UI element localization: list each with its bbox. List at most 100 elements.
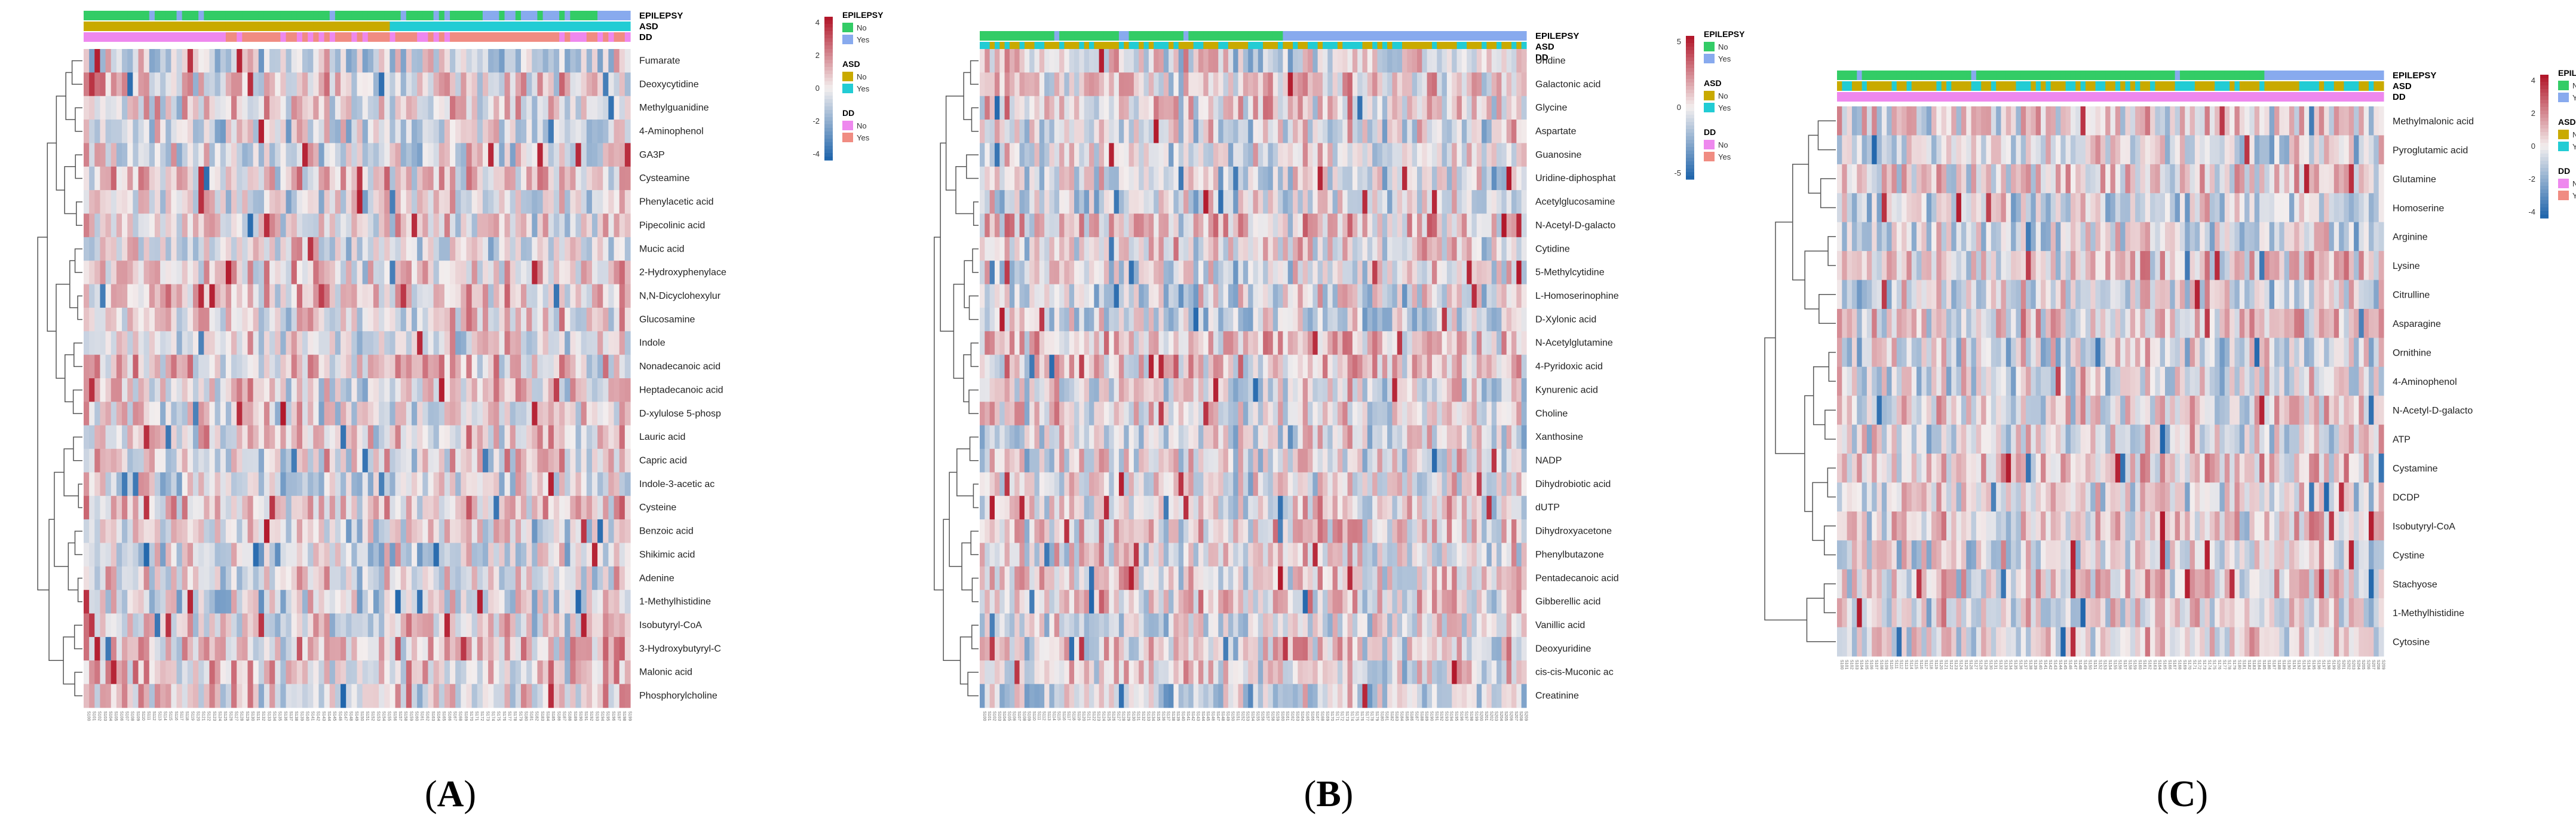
heatmap-cell [351, 331, 358, 356]
heatmap-cell [515, 49, 522, 73]
heatmap-cell [1103, 307, 1109, 332]
heatmap-cell [461, 449, 467, 473]
heatmap-cell [1471, 72, 1477, 97]
heatmap-cell [466, 472, 473, 497]
heatmap-cell [242, 613, 249, 638]
heatmap-cell [548, 96, 554, 120]
heatmap-cell [624, 166, 631, 191]
heatmap-cell [553, 49, 560, 73]
heatmap-cell [1407, 284, 1413, 308]
colorbar-step [824, 53, 833, 57]
heatmap-cell [1417, 261, 1422, 285]
heatmap-cell [1392, 49, 1398, 73]
annotation-cell [1009, 31, 1015, 41]
heatmap-cell [1337, 213, 1343, 238]
heatmap-cell [1213, 190, 1219, 215]
heatmap-cell [422, 660, 429, 685]
heatmap-cell [384, 284, 390, 308]
heatmap-cell [154, 684, 161, 708]
heatmap-cell [1511, 284, 1517, 308]
annotation-cell [548, 22, 554, 31]
heatmap-cell [537, 284, 544, 308]
heatmap-cell [444, 284, 450, 308]
heatmap-cell [1412, 143, 1418, 167]
heatmap-cell [521, 543, 527, 567]
column-label: S121 [201, 711, 206, 721]
heatmap-cell [603, 213, 609, 238]
heatmap-cell [247, 166, 254, 191]
colorbar-step [824, 49, 833, 53]
heatmap-cell [379, 261, 385, 285]
annotation-cell [614, 32, 620, 42]
annotation-cell [1103, 31, 1109, 41]
heatmap-cell [1377, 96, 1383, 120]
heatmap-cell [1173, 261, 1179, 285]
heatmap-cell [362, 284, 369, 308]
heatmap-cell [1476, 72, 1482, 97]
heatmap-cell [247, 613, 254, 638]
heatmap-cell [308, 354, 314, 379]
annotation-cell [1128, 31, 1134, 41]
heatmap-cell [1446, 49, 1452, 73]
heatmap-cell [1019, 237, 1025, 261]
heatmap-cell [324, 543, 330, 567]
heatmap-cell [176, 143, 183, 167]
heatmap-cell [1422, 213, 1428, 238]
heatmap-cell [1103, 72, 1109, 97]
heatmap-cell [253, 261, 259, 285]
heatmap-cell [1009, 307, 1015, 332]
heatmap-cell [1069, 143, 1075, 167]
heatmap-cell [581, 402, 587, 426]
heatmap-cell [597, 495, 603, 520]
heatmap-cell [482, 402, 489, 426]
heatmap-cell [526, 684, 532, 708]
heatmap-cell [412, 354, 418, 379]
heatmap-cell [182, 402, 188, 426]
heatmap-cell [482, 449, 489, 473]
heatmap-cell [275, 213, 281, 238]
heatmap-cell [565, 495, 571, 520]
heatmap-cell [624, 378, 631, 402]
heatmap-cell [242, 284, 249, 308]
heatmap-cell [985, 96, 990, 120]
heatmap-cell [1183, 96, 1189, 120]
heatmap-cell [379, 166, 385, 191]
heatmap-cell [193, 261, 199, 285]
heatmap-cell [1059, 49, 1065, 73]
heatmap-cell [373, 213, 379, 238]
heatmap-cell [204, 519, 210, 544]
annotation-cell [619, 32, 625, 42]
heatmap-cell [346, 590, 352, 614]
heatmap-cell [105, 566, 112, 590]
heatmap-cell [1272, 307, 1278, 332]
column-label: S122 [207, 711, 211, 721]
heatmap-cell [1133, 120, 1139, 144]
heatmap-cell [1158, 49, 1164, 73]
heatmap-cell [614, 143, 620, 167]
annotation-cell [182, 11, 188, 20]
heatmap-cell [1302, 284, 1308, 308]
column-label: S129 [245, 711, 249, 721]
heatmap-cell [591, 449, 598, 473]
heatmap-cell [187, 543, 194, 567]
heatmap-cell [1437, 49, 1443, 73]
annotation-cell [133, 22, 139, 31]
heatmap-cell [570, 284, 576, 308]
heatmap-cell [444, 590, 450, 614]
heatmap-cell [395, 72, 401, 97]
heatmap-cell [329, 237, 336, 261]
heatmap-cell [428, 613, 434, 638]
heatmap-cell [138, 495, 145, 520]
heatmap-cell [237, 261, 243, 285]
heatmap-cell [346, 213, 352, 238]
annotation-cell [597, 32, 603, 42]
heatmap-cell [450, 190, 456, 215]
heatmap-cell [1034, 237, 1040, 261]
heatmap-cell [989, 237, 995, 261]
heatmap-cell [537, 331, 544, 356]
heatmap-cell [433, 472, 440, 497]
heatmap-cell [1148, 120, 1154, 144]
heatmap-cell [1372, 143, 1378, 167]
heatmap-cell [143, 636, 150, 661]
heatmap-cell [111, 49, 117, 73]
